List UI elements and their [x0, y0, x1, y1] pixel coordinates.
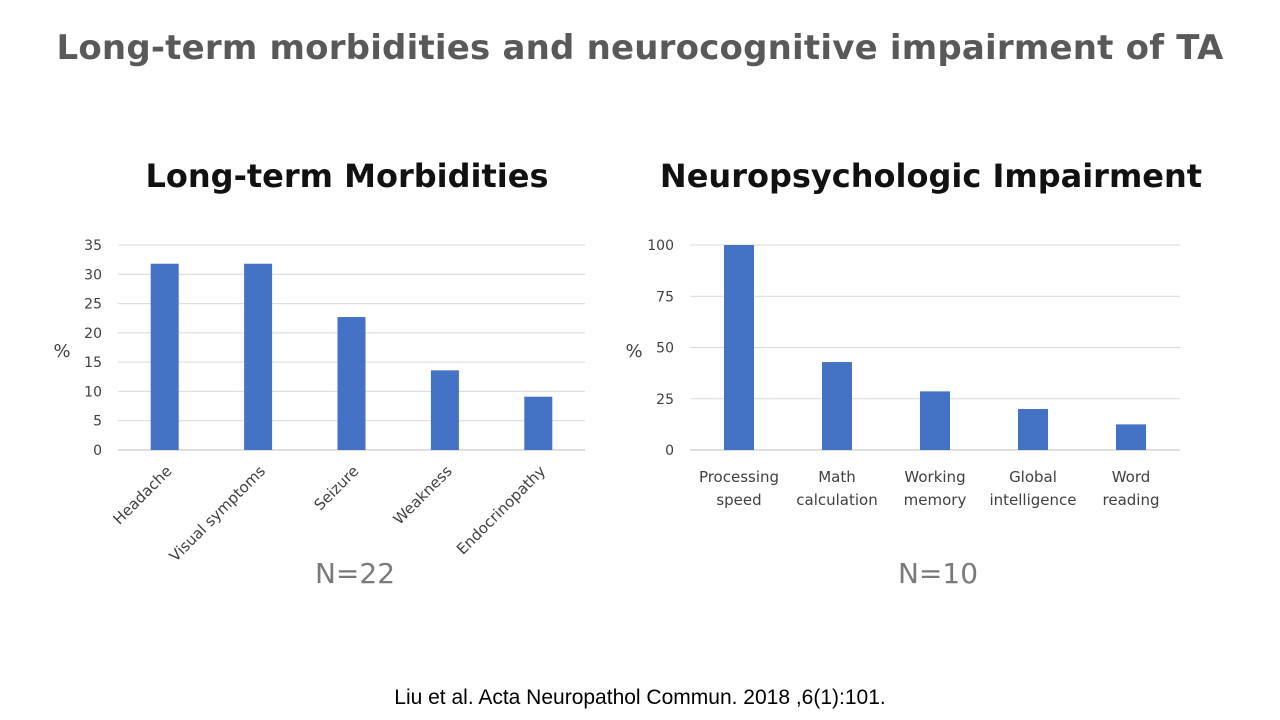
morbidities-chart-title: Long-term Morbidities	[146, 157, 549, 195]
morbidities-bar	[524, 396, 553, 450]
morbidities-chart: Long-term Morbidities 0 5 10 15 20 25 30 35 Hea…	[53, 157, 585, 590]
neuropsych-category-label: Processing speed	[699, 468, 779, 509]
neuropsych-bar	[1018, 409, 1048, 450]
morbidities-y-tick-label: 20	[84, 326, 102, 342]
morbidities-bar	[244, 263, 273, 450]
neuropsych-bar	[822, 362, 852, 450]
neuropsych-y-tick-label: 100	[647, 238, 674, 254]
neuropsych-y-tick-label: 25	[656, 392, 674, 408]
neuropsych-chart: Neuropsychologic Impairment 0 25 50 75 100 P…	[625, 157, 1202, 590]
morbidities-category-label: Seizure	[310, 462, 362, 514]
morbidities-y-tick-label: 15	[84, 355, 102, 371]
neuropsych-chart-title: Neuropsychologic Impairment	[660, 157, 1202, 195]
morbidities-sample-size: N=22	[315, 557, 395, 590]
morbidities-y-tick-label: 5	[93, 414, 102, 430]
morbidities-y-tick-label: 25	[84, 297, 102, 313]
morbidities-category-label: Visual symptoms	[166, 462, 269, 565]
neuropsych-y-tick-label: 50	[656, 341, 674, 357]
neuropsych-bar	[724, 245, 754, 450]
morbidities-bar	[150, 263, 179, 450]
neuropsych-category-label: Math calculation	[796, 468, 877, 509]
morbidities-bar	[337, 317, 366, 450]
citation: Liu et al. Acta Neuropathol Commun. 2018…	[394, 686, 886, 709]
neuropsych-y-tick-label: 75	[656, 289, 674, 305]
morbidities-category-label: Endocrinopathy	[453, 462, 549, 558]
morbidities-category-label: Headache	[109, 462, 175, 528]
neuropsych-y-axis-label: %	[625, 341, 642, 362]
morbidities-y-tick-label: 0	[93, 443, 102, 459]
morbidities-category-label: Weakness	[390, 462, 456, 528]
morbidities-y-tick-label: 30	[84, 267, 102, 283]
neuropsych-y-tick-label: 0	[665, 443, 674, 459]
morbidities-y-axis-label: %	[53, 341, 70, 362]
morbidities-bar	[430, 370, 459, 450]
neuropsych-category-label: Word reading	[1103, 468, 1160, 509]
morbidities-y-tick-label: 35	[84, 238, 102, 254]
neuropsych-sample-size: N=10	[898, 557, 978, 590]
morbidities-y-tick-label: 10	[84, 384, 102, 400]
neuropsych-bar	[920, 391, 950, 450]
neuropsych-bar	[1116, 424, 1146, 450]
neuropsych-category-label: Global intelligence	[989, 468, 1076, 509]
slide-title: Long-term morbidities and neurocognitive…	[56, 28, 1224, 68]
neuropsych-category-label: Working memory	[904, 468, 967, 509]
